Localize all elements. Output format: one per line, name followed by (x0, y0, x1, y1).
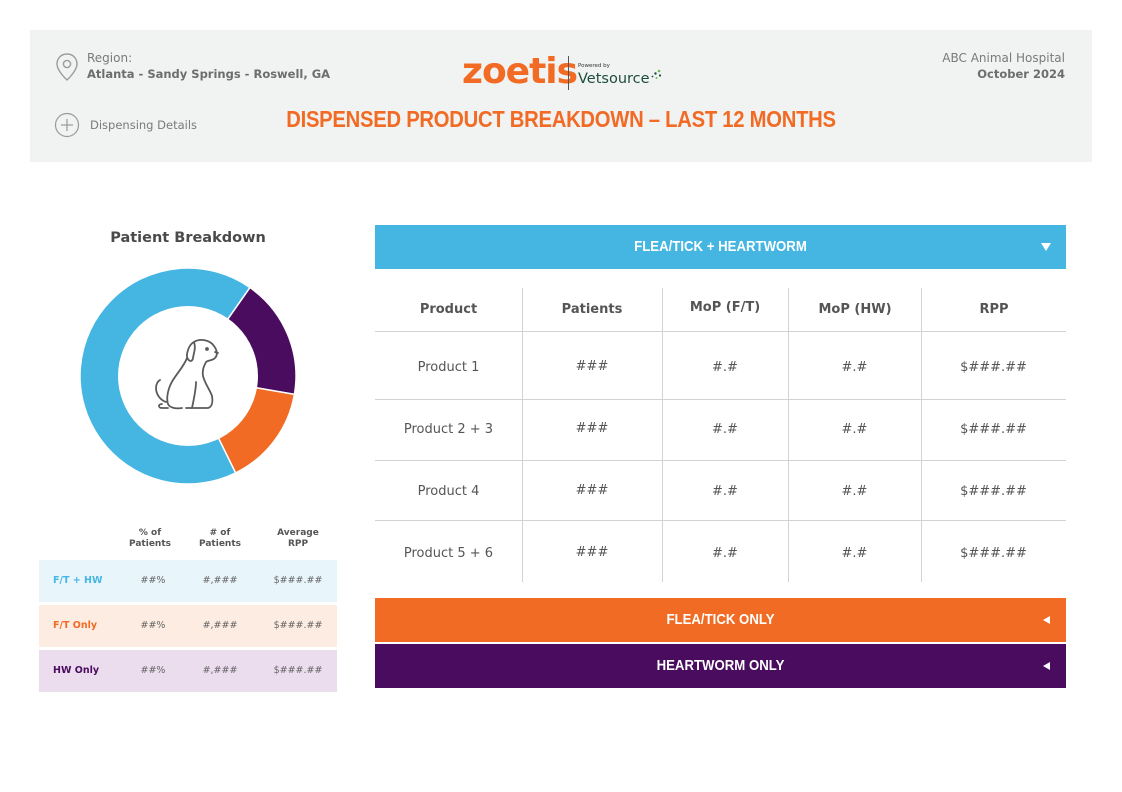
table-cell-mop-hw: #.# (841, 546, 868, 561)
column-header-patients: Patients (522, 288, 662, 332)
section-flea-tick-only[interactable]: FLEA/TICK ONLY (375, 598, 1066, 642)
summary-count: #,### (202, 575, 238, 586)
column-header-product: Product (375, 288, 522, 332)
summary-rpp: $###.## (273, 575, 323, 586)
dispensing-details-link[interactable]: Dispensing Details (90, 118, 198, 132)
summary-pct: ##% (140, 620, 166, 631)
summary-header-count: # of Patients (199, 528, 241, 549)
summary-rpp: $###.## (273, 665, 323, 676)
table-cell-mop-hw: #.# (841, 422, 868, 437)
column-header-text: MoP (HW) (818, 302, 892, 317)
table-cell-patients: ### (575, 483, 609, 498)
row-divider (375, 460, 1066, 461)
column-divider (788, 288, 789, 582)
report-month: October 2024 (977, 67, 1065, 81)
table-cell-patients: ### (575, 421, 609, 436)
summary-header-rpp: Average RPP (277, 528, 319, 549)
table-cell-patients: ### (575, 545, 609, 560)
row-divider (375, 520, 1066, 521)
region-value: Atlanta - Sandy Springs - Roswell, GA (87, 67, 331, 81)
summary-count: #,### (202, 620, 238, 631)
zoetis-vetsource-logo: zoetis Powered by Vetsource (462, 50, 672, 94)
zoetis-logo-text: zoetis (462, 51, 578, 92)
column-header-text: MoP (F/T) (689, 300, 761, 315)
summary-header-pct: % of Patients (129, 528, 171, 549)
vetsource-dots-icon (651, 69, 662, 79)
section-label: HEARTWORM ONLY (656, 657, 785, 674)
table-cell-mop-ft: #.# (712, 360, 738, 375)
summary-pct: ##% (140, 665, 166, 676)
summary-count: #,### (202, 665, 238, 676)
column-header-text: Product (419, 302, 478, 317)
page-title: DISPENSED PRODUCT BREAKDOWN – LAST 12 MO… (286, 106, 836, 132)
summary-rpp: $###.## (273, 620, 323, 631)
clinic-name: ABC Animal Hospital (942, 51, 1065, 65)
summary-row-ft-only: F/T Only ##% #,### $###.## (39, 605, 337, 647)
logo-divider (568, 56, 569, 90)
table-cell-mop-ft: #.# (712, 422, 738, 437)
report-header: Region: Atlanta - Sandy Springs - Roswel… (30, 30, 1092, 162)
table-cell-product: Product 4 (417, 484, 480, 499)
section-heartworm-only[interactable]: HEARTWORM ONLY (375, 644, 1066, 688)
table-cell-product: Product 1 (417, 360, 480, 375)
table-cell-mop-ft: #.# (712, 546, 738, 561)
table-cell-product: Product 2 + 3 (403, 422, 494, 437)
summary-row-label: F/T + HW (53, 575, 103, 586)
table-cell-mop-hw: #.# (841, 484, 868, 499)
plus-circle-icon[interactable] (54, 112, 80, 138)
table-cell-mop-hw: #.# (841, 360, 868, 375)
triangle-left-icon[interactable] (1040, 614, 1052, 626)
summary-row-hw-only: HW Only ##% #,### $###.## (39, 650, 337, 692)
region-label: Region: (87, 51, 133, 65)
dog-icon (155, 339, 219, 410)
column-header-text: Patients (561, 302, 623, 317)
column-header-rpp: RPP (922, 288, 1066, 332)
table-cell-rpp: $###.## (960, 484, 1027, 499)
row-divider (375, 399, 1066, 400)
column-divider (921, 288, 922, 582)
triangle-left-icon[interactable] (1040, 660, 1052, 672)
row-divider (375, 331, 1066, 332)
triangle-down-icon[interactable] (1040, 241, 1052, 253)
table-cell-product: Product 5 + 6 (403, 546, 494, 561)
summary-row-ft-hw: F/T + HW ##% #,### $###.## (39, 560, 337, 602)
section-label: FLEA/TICK + HEARTWORM (634, 238, 807, 255)
location-pin-icon (56, 53, 78, 81)
summary-row-label: HW Only (53, 665, 100, 676)
logo-powered-by: Powered by (578, 63, 610, 69)
table-cell-mop-ft: #.# (712, 484, 738, 499)
patient-breakdown-donut-chart (79, 267, 297, 485)
summary-row-label: F/T Only (53, 620, 98, 631)
section-label: FLEA/TICK ONLY (666, 611, 775, 628)
table-cell-rpp: $###.## (960, 546, 1027, 561)
patient-breakdown-title: Patient Breakdown (110, 230, 266, 246)
column-divider (522, 288, 523, 582)
vetsource-logo-text: Vetsource (578, 71, 650, 87)
summary-pct: ##% (140, 575, 166, 586)
column-header-text: RPP (979, 302, 1009, 317)
column-divider (662, 288, 663, 582)
donut-hole (118, 306, 258, 446)
section-flea-tick-heartworm[interactable]: FLEA/TICK + HEARTWORM (375, 225, 1066, 269)
table-cell-rpp: $###.## (960, 422, 1027, 437)
column-header-mop-hw: MoP (HW) (788, 288, 922, 332)
column-header-mop-ft: MoP (F/T) (662, 286, 788, 330)
table-cell-patients: ### (575, 359, 609, 374)
table-cell-rpp: $###.## (960, 360, 1027, 375)
